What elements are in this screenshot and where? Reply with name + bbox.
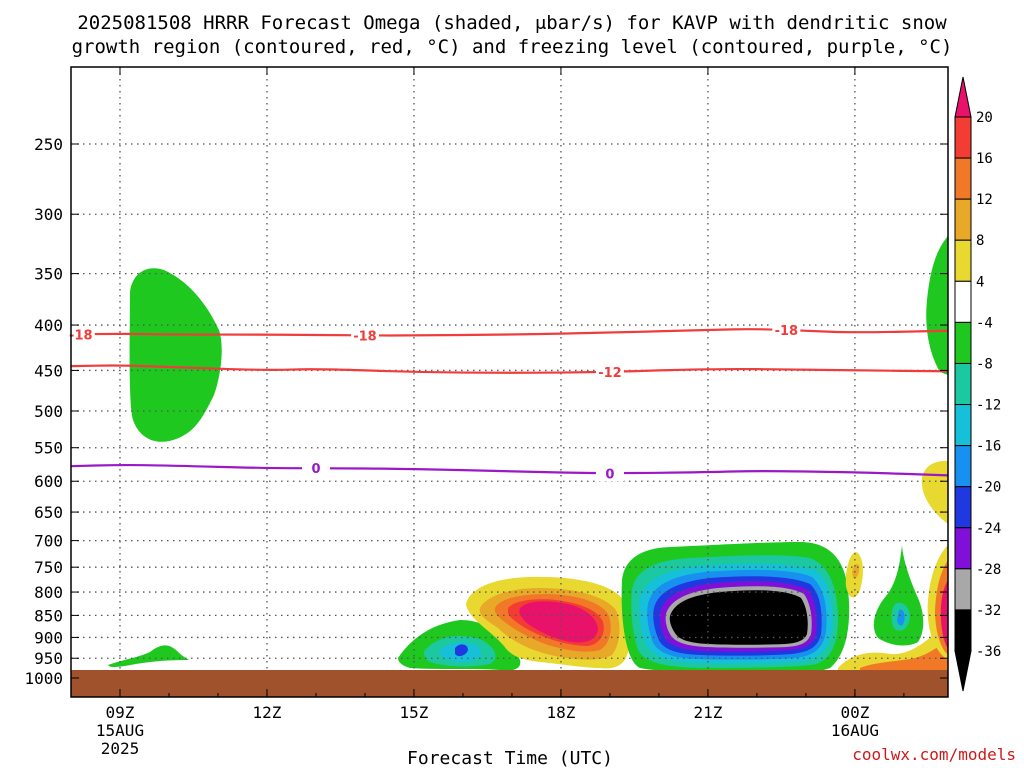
contour-label-bg xyxy=(66,326,95,343)
y-tick-label: 600 xyxy=(34,472,63,491)
y-tick-label: 1000 xyxy=(24,669,63,688)
chart-title-line2: growth region (contoured, red, °C) and f… xyxy=(72,36,953,58)
y-tick-label: 850 xyxy=(34,606,63,625)
plot-frame xyxy=(70,66,949,698)
contour-label: 0 xyxy=(605,467,614,482)
x-tick-label: 09Z xyxy=(106,703,135,722)
colorbar-swatch xyxy=(954,404,972,447)
colorbar-swatch xyxy=(954,486,972,529)
contour-labels: -18 -18 -18 -12 0 0 xyxy=(66,322,801,482)
contour-label: 0 xyxy=(311,462,320,477)
y-tick-label: 450 xyxy=(34,361,63,380)
y-tick-label: 400 xyxy=(34,316,63,335)
omega-area-cyan-01z xyxy=(897,609,905,626)
x-tick-sublabel: 16AUG xyxy=(831,721,879,740)
colorbar-label: -28 xyxy=(976,562,1001,578)
y-tick-label: 300 xyxy=(34,205,63,224)
colorbar-label: -4 xyxy=(976,315,993,331)
x-tick-label: 12Z xyxy=(253,703,282,722)
contour-label: -18 xyxy=(353,329,377,344)
contour-label-bg xyxy=(595,364,624,381)
y-tick-label: 950 xyxy=(34,649,63,668)
omega-area-blue-15z xyxy=(455,644,468,657)
colorbar-label: -32 xyxy=(976,603,1001,619)
y-tick-label: 800 xyxy=(34,583,63,602)
colorbar-label: -24 xyxy=(976,521,1001,537)
omega-area-green-small xyxy=(108,645,190,667)
contour-label-bg xyxy=(350,327,379,344)
colorbar-swatch xyxy=(954,445,972,488)
colorbar-label: -16 xyxy=(976,439,1001,455)
colorbar-swatch xyxy=(954,157,972,200)
colorbar-label: 20 xyxy=(976,110,993,126)
contour-label-bg xyxy=(772,322,801,339)
omega-area-green-01z xyxy=(873,545,924,646)
contour-label: -12 xyxy=(598,366,622,381)
contour-label-bg xyxy=(595,465,624,482)
contour-label-bg xyxy=(301,460,330,477)
y-tick-label: 700 xyxy=(34,532,63,551)
omega-area-orange-right-low xyxy=(860,640,948,670)
y-tick-label: 750 xyxy=(34,558,63,577)
y-tick-label: 900 xyxy=(34,628,63,647)
colorbar-bottom-arrow xyxy=(954,650,972,692)
y-tick-label: 350 xyxy=(34,265,63,284)
grid-lines xyxy=(71,67,948,670)
colorbar-label: -8 xyxy=(976,356,993,372)
colorbar-swatch xyxy=(954,527,972,570)
colorbar-swatch xyxy=(954,568,972,611)
x-tick-sublabel: 2025 xyxy=(101,739,140,758)
x-tick-label: 21Z xyxy=(693,703,722,722)
colorbar-swatch xyxy=(954,116,972,159)
colorbar-label: -20 xyxy=(976,480,1001,496)
y-tick-label: 550 xyxy=(34,439,63,458)
colorbar-label: -36 xyxy=(976,644,1001,660)
x-tick-label: 18Z xyxy=(546,703,575,722)
ground-terrain xyxy=(71,670,948,697)
y-tick-label: 250 xyxy=(34,135,63,154)
colorbar-swatch xyxy=(954,362,972,406)
contour-label: -18 xyxy=(775,324,799,339)
omega-area-magenta-18z xyxy=(519,601,598,643)
contour-line-0 xyxy=(71,463,948,477)
x-axis-label: Forecast Time (UTC) xyxy=(407,748,613,768)
colorbar-swatch xyxy=(954,321,972,364)
colorbar: 20 16 12 8 4 -4 -8 -12 -16 -20 -24 -28 -32 -36 xyxy=(954,76,1001,692)
x-tick-label: 00Z xyxy=(840,703,869,722)
omega-area-green xyxy=(129,268,222,442)
x-tick-label: 15Z xyxy=(400,703,429,722)
x-tick-sublabel: 15AUG xyxy=(96,721,144,740)
colorbar-top-arrow xyxy=(954,76,972,118)
omega-area-magenta-right-mid xyxy=(940,580,948,648)
chart-title-line1: 2025081508 HRRR Forecast Omega (shaded, … xyxy=(77,12,947,34)
omega-area-black-21z xyxy=(669,590,808,645)
colorbar-label: 12 xyxy=(976,192,993,208)
credit-text: coolwx.com/models xyxy=(852,745,1016,764)
y-tick-label: 500 xyxy=(34,402,63,421)
omega-area-yellow-right xyxy=(921,460,948,524)
colorbar-swatch xyxy=(954,280,972,323)
colorbar-label: 4 xyxy=(976,274,984,290)
colorbar-label: -12 xyxy=(976,398,1001,414)
omega-shading xyxy=(108,236,948,673)
contour-label: -18 xyxy=(69,328,93,343)
contour-line-minus12 xyxy=(71,364,948,374)
colorbar-swatch xyxy=(954,239,972,282)
colorbar-swatch xyxy=(954,198,972,241)
colorbar-label: 8 xyxy=(976,233,984,249)
colorbar-label: 16 xyxy=(976,151,993,167)
colorbar-swatch xyxy=(954,609,972,652)
y-tick-label: 650 xyxy=(34,503,63,522)
y-axis-ticks: 250 300 350 400 450 500 550 600 650 700 750 800 850 9… xyxy=(24,135,948,688)
omega-area-green-right xyxy=(926,236,948,375)
